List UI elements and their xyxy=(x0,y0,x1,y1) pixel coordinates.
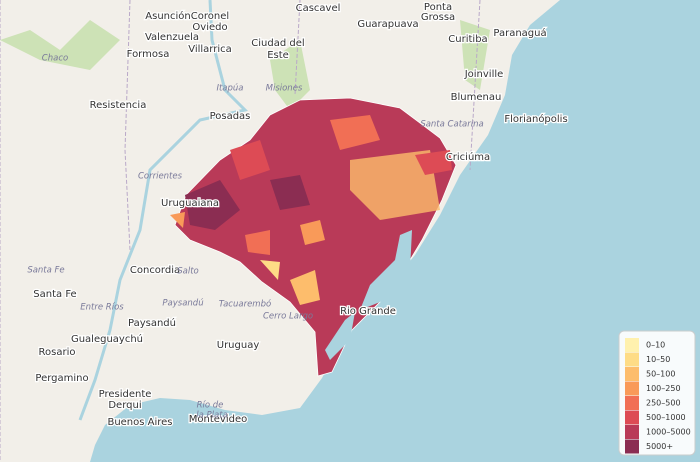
legend-swatch xyxy=(625,352,639,367)
park xyxy=(0,20,120,70)
place-label: Blumenau xyxy=(451,92,502,103)
place-label: Rio Grande xyxy=(340,306,396,317)
place-label: Joinville xyxy=(464,69,504,80)
sea xyxy=(90,0,700,462)
legend-label: 1000–5000 xyxy=(646,428,691,437)
region-label: Entre Ríos xyxy=(80,303,124,313)
place-label: Resistencia xyxy=(90,100,147,111)
area xyxy=(350,150,440,220)
place-label: Concordia xyxy=(130,265,180,276)
legend-swatch xyxy=(625,396,639,410)
place-label: Oviedo xyxy=(192,22,227,33)
legend-label: 5000+ xyxy=(646,442,673,451)
place-label: Formosa xyxy=(127,49,170,60)
region-label: Itapúa xyxy=(216,84,243,94)
place-label: Santa Fe xyxy=(33,289,76,300)
labels: Asunción CoronelOviedoValenzuelaVillarric… xyxy=(27,1,569,430)
legend-label: 250–500 xyxy=(646,399,681,408)
place-label: Montevideo xyxy=(189,414,247,425)
lagoon xyxy=(325,312,355,360)
area xyxy=(185,180,240,230)
legend-label: 0–10 xyxy=(646,341,665,350)
place-label: Cascavel xyxy=(296,3,341,14)
region-label: Santa Catarina xyxy=(420,120,483,130)
park xyxy=(460,20,490,90)
place-label: Posadas xyxy=(210,111,251,122)
legend-swatch xyxy=(625,425,639,439)
area xyxy=(230,140,270,180)
place-label: Criciúma xyxy=(446,151,490,163)
region-label: Chaco xyxy=(42,54,68,64)
place-label: Rosario xyxy=(39,347,76,358)
legend-swatch xyxy=(625,439,639,454)
legend-label: 10–50 xyxy=(646,355,670,364)
place-label: Guarapuava xyxy=(357,19,418,30)
legend-label: 100–250 xyxy=(646,384,681,393)
border xyxy=(0,0,481,462)
legend-swatch xyxy=(625,381,639,396)
area xyxy=(415,150,452,175)
place-label: Buenos Aires xyxy=(107,417,172,428)
legend: 0–10 10–50 50–100 100–250 250–500 500–1000 100… xyxy=(618,330,696,456)
legend-label: 500–1000 xyxy=(646,413,686,422)
area xyxy=(170,212,185,228)
place-label: Ciudad del xyxy=(251,38,304,49)
region-label: Río de xyxy=(197,401,224,411)
place-label: Florianópolis xyxy=(504,113,567,125)
place-label: Presidente xyxy=(99,389,152,400)
region-label: Cerro Largo xyxy=(263,312,313,322)
place-label: Paysandú xyxy=(128,317,176,329)
place-label: Ponta xyxy=(424,2,452,13)
area xyxy=(330,115,380,150)
legend-swatch xyxy=(625,367,639,381)
region-label: Tacuarembó xyxy=(219,299,271,310)
place-label: Uruguaiana xyxy=(161,198,219,209)
park xyxy=(270,40,310,110)
region-label: Corrientes xyxy=(138,172,183,182)
area xyxy=(300,220,325,245)
region-label: Santa Fe xyxy=(27,266,64,276)
place-label: Paranaguá xyxy=(493,27,546,39)
region-label: Misiones xyxy=(266,84,303,94)
river xyxy=(78,0,248,421)
area xyxy=(270,175,310,210)
place-label: Derqui xyxy=(108,400,141,411)
place-label: Valenzuela xyxy=(145,32,199,43)
place-label: Curitiba xyxy=(448,34,487,45)
place-label: Villarrica xyxy=(188,44,232,55)
region-label: Paysandú xyxy=(162,299,203,309)
place-label: Este xyxy=(267,50,289,61)
region-label: Salto xyxy=(177,267,199,277)
place-label: Uruguay xyxy=(217,340,260,351)
area xyxy=(260,260,280,280)
choropleth xyxy=(170,97,457,377)
legend-swatch xyxy=(625,338,639,352)
place-label: Pergamino xyxy=(35,373,88,384)
legend-swatch xyxy=(625,410,639,425)
place-label: Coronel xyxy=(191,11,229,22)
region-label: la Plata xyxy=(196,411,228,421)
place-label: Asunción xyxy=(145,10,190,22)
legend-label: 50–100 xyxy=(646,370,675,379)
area xyxy=(290,270,320,305)
lagoon xyxy=(360,230,412,310)
place-label: Gualeguaychú xyxy=(71,333,143,345)
area xyxy=(245,230,270,255)
place-label: Grossa xyxy=(421,12,455,23)
